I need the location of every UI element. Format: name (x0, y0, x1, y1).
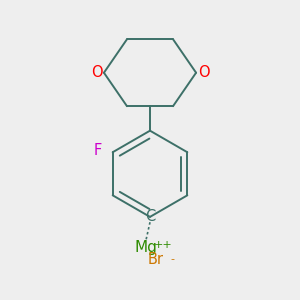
Text: Mg: Mg (134, 240, 157, 255)
Text: F: F (94, 143, 102, 158)
Text: O: O (198, 65, 209, 80)
Text: O: O (91, 65, 102, 80)
Text: -: - (170, 254, 174, 264)
Text: Br: Br (148, 252, 164, 267)
Text: C: C (145, 209, 155, 224)
Text: ++: ++ (154, 239, 173, 250)
